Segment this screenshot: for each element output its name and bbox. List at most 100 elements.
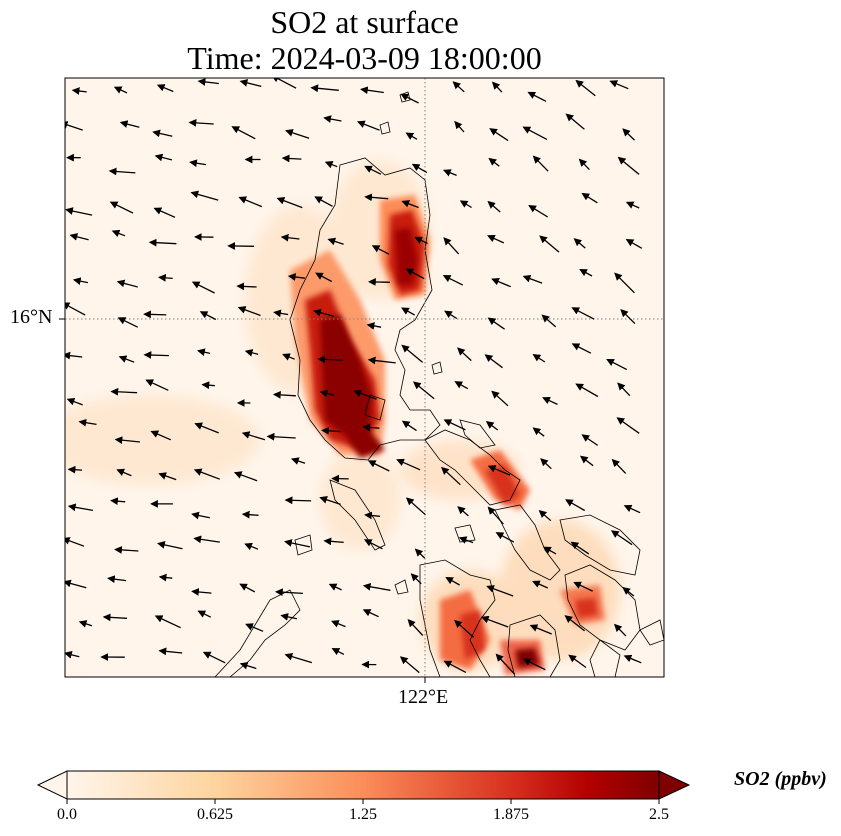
wind-arrow (116, 279, 138, 288)
wind-arrow (78, 418, 97, 427)
wind-arrow (319, 496, 341, 506)
wind-arrow (190, 190, 219, 201)
wind-arrow (452, 81, 465, 93)
wind-arrow (399, 656, 420, 674)
wind-arrow (573, 238, 586, 249)
colorbar (36, 770, 691, 804)
wind-arrow (197, 78, 219, 86)
wind-arrow (539, 235, 560, 253)
wind-arrow (625, 201, 640, 209)
wind-arrow (487, 317, 505, 330)
wind-arrow (327, 237, 344, 246)
wind-arrow (143, 310, 167, 319)
wind-arrow (405, 268, 425, 280)
wind-arrow (622, 128, 635, 141)
wind-arrow (529, 624, 552, 635)
wind-arrow (578, 158, 590, 171)
wind-arrow (454, 120, 465, 133)
wind-arrow (313, 308, 334, 317)
wind-arrow (238, 196, 263, 208)
wind-arrow (109, 201, 134, 214)
wind-arrow (244, 349, 259, 357)
wind-arrow (623, 654, 642, 664)
wind-arrow (331, 648, 345, 656)
wind-arrow (457, 506, 469, 517)
wind-arrow (495, 653, 516, 675)
wind-arrow (275, 588, 303, 597)
wind-arrow (522, 274, 543, 284)
wind-arrow (111, 229, 126, 238)
wind-arrow (454, 619, 475, 638)
wind-arrow (396, 458, 421, 471)
colorbar-tick-label: 0.0 (57, 806, 77, 823)
wind-arrow (231, 126, 256, 140)
wind-arrow (193, 468, 221, 480)
wind-arrow (540, 458, 552, 470)
colorbar-tick-label: 2.5 (649, 806, 669, 823)
wind-arrow (328, 583, 342, 591)
wind-arrow (412, 381, 435, 400)
wind-arrow (410, 573, 422, 585)
wind-arrow (287, 273, 305, 281)
so2-field (65, 160, 620, 675)
wind-arrow (110, 387, 138, 396)
wind-arrow (487, 506, 504, 525)
lat-tick-label: 16°N (10, 306, 53, 328)
wind-arrow (158, 647, 183, 656)
wind-arrow (280, 613, 298, 621)
wind-arrow (315, 272, 333, 283)
wind-arrow (284, 539, 311, 548)
wind-arrow (444, 310, 458, 320)
wind-arrow (407, 619, 424, 636)
wind-arrow (528, 205, 549, 218)
wind-arrow (401, 344, 424, 363)
wind-arrow (564, 615, 586, 632)
wind-arrow (532, 353, 546, 363)
wind-arrow (363, 539, 383, 550)
wind-arrow (114, 546, 139, 554)
wind-arrow (568, 654, 587, 669)
wind-arrow (573, 581, 593, 592)
wind-arrow (202, 651, 226, 664)
wind-arrow (290, 457, 306, 465)
wind-arrow (245, 623, 264, 632)
wind-arrow (284, 652, 313, 664)
wind-arrow (191, 511, 210, 520)
wind-arrow (571, 343, 592, 354)
wind-arrow (405, 132, 418, 140)
colorbar-extend-high (658, 770, 691, 800)
wind-arrow (458, 536, 474, 544)
wind-arrow (522, 126, 548, 140)
wind-arrow (401, 200, 419, 209)
colorbar-tick-label: 1.25 (349, 806, 377, 823)
colorbar-extend-low (36, 770, 68, 800)
wind-arrow (239, 661, 257, 670)
wind-arrow (487, 465, 511, 476)
wind-arrow (495, 532, 515, 543)
wind-arrow (522, 658, 546, 671)
wind-arrow (271, 78, 297, 89)
wind-arrow (575, 383, 599, 398)
wind-arrow (442, 169, 457, 177)
wind-arrow (486, 585, 514, 597)
wind-arrow (193, 535, 220, 544)
colorbar-tick-label: 1.875 (493, 806, 529, 823)
wind-arrow (276, 197, 303, 209)
wind-arrow (579, 268, 593, 277)
wind-arrow (442, 275, 464, 286)
wind-arrow (317, 355, 343, 364)
wind-arrow (491, 390, 509, 407)
wind-arrow (197, 348, 211, 357)
wind-arrow (201, 381, 215, 390)
wind-arrow (532, 155, 549, 172)
wind-arrow (487, 234, 505, 244)
colorbar-tick-label: 0.625 (197, 806, 233, 823)
wind-arrow (570, 541, 590, 555)
wind-arrow (565, 499, 586, 512)
wind-arrow (119, 120, 140, 128)
wind-arrow (610, 530, 633, 546)
wind-arrow (489, 128, 509, 142)
wind-arrow (532, 580, 549, 589)
wind-arrow (443, 660, 467, 673)
